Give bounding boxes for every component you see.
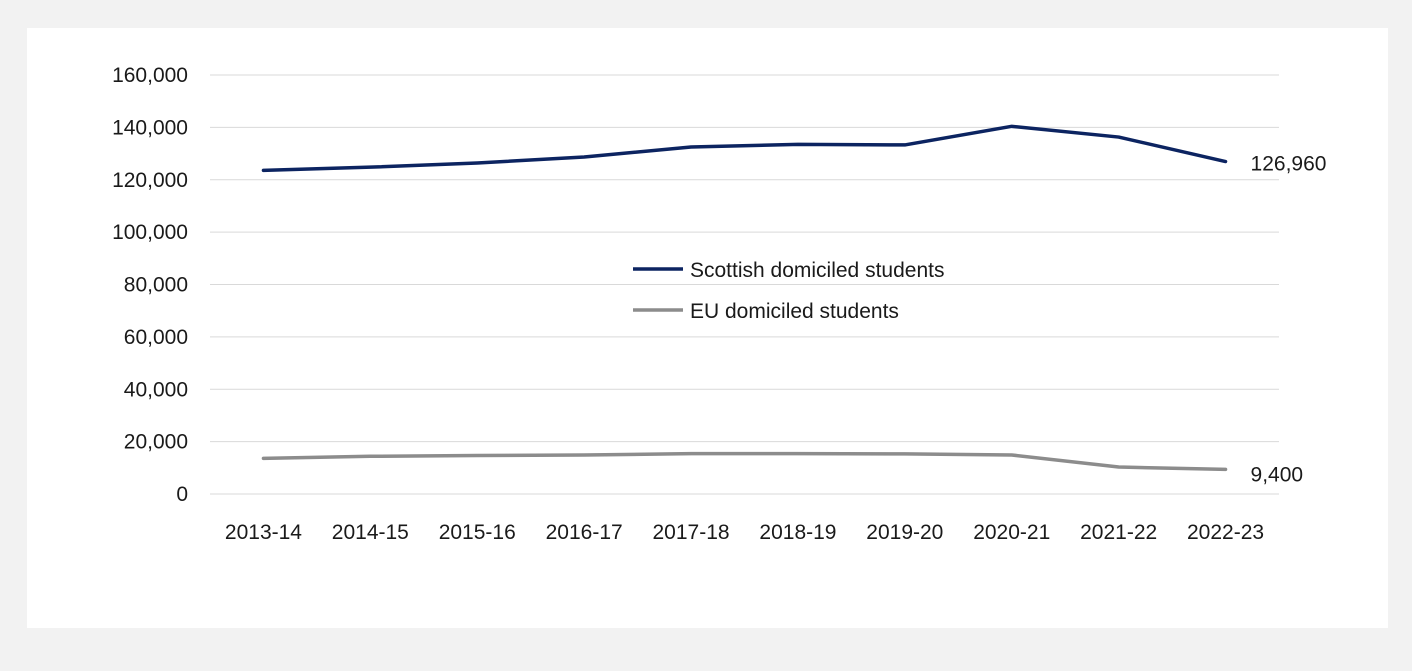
scottish-series-line [261,124,1228,173]
chart-panel [27,28,1388,628]
x-tick-label: 2019-20 [866,521,943,544]
legend: Scottish domiciled students EU domiciled … [633,259,944,323]
y-axis-ticks: 0 20,000 40,000 60,000 80,000 100,000 120,000 1… [112,64,188,506]
y-tick-label: 100,000 [112,221,188,244]
series-lines [261,124,1228,472]
x-tick-label: 2022-23 [1187,521,1264,544]
y-tick-label: 160,000 [112,64,188,87]
y-tick-label: 0 [176,483,188,506]
y-tick-label: 20,000 [124,431,188,454]
y-tick-label: 140,000 [112,116,188,139]
scottish-end-label: 126,960 [1251,153,1327,176]
data-labels: 126,960 9,400 [1251,153,1327,487]
x-tick-label: 2021-22 [1080,521,1157,544]
x-axis-ticks: 2013-14 2014-15 2015-16 2016-17 2017-18 2018-… [225,521,1264,544]
eu-series-line [261,451,1228,472]
y-tick-label: 40,000 [124,378,188,401]
legend-label: Scottish domiciled students [690,259,944,282]
x-tick-label: 2013-14 [225,521,302,544]
y-tick-label: 60,000 [124,326,188,349]
gridlines [210,74,1279,495]
x-tick-label: 2014-15 [332,521,409,544]
x-tick-label: 2018-19 [759,521,836,544]
x-tick-label: 2016-17 [546,521,623,544]
x-tick-label: 2015-16 [439,521,516,544]
x-tick-label: 2020-21 [973,521,1050,544]
y-tick-label: 80,000 [124,274,188,297]
y-tick-label: 120,000 [112,169,188,192]
x-tick-label: 2017-18 [653,521,730,544]
eu-end-label: 9,400 [1251,463,1304,486]
legend-label: EU domiciled students [690,300,899,323]
